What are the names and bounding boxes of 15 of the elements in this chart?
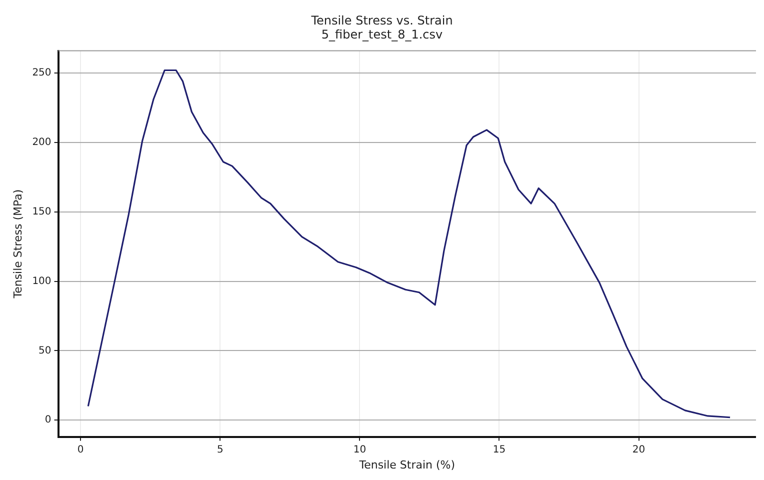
chart-subtitle: 5_fiber_test_8_1.csv [321, 28, 443, 42]
x-tick-label: 5 [216, 444, 224, 456]
chart-title: Tensile Stress vs. Strain [310, 13, 453, 28]
y-tick-label: 250 [32, 68, 52, 79]
y-tick-label: 150 [32, 206, 52, 218]
y-tick-label: 50 [38, 345, 52, 356]
x-tick-label: 10 [353, 444, 366, 456]
y-axis-title: Tensile Stress (MPa) [11, 189, 24, 300]
y-tick-label: 0 [44, 414, 52, 426]
y-tick-label: 100 [32, 276, 52, 287]
y-tick-label: 200 [32, 137, 52, 148]
x-tick-label: 0 [77, 444, 84, 456]
x-tick-label: 20 [632, 444, 646, 456]
x-tick-label: 15 [492, 444, 506, 456]
x-axis-title: Tensile Strain (%) [358, 458, 456, 472]
